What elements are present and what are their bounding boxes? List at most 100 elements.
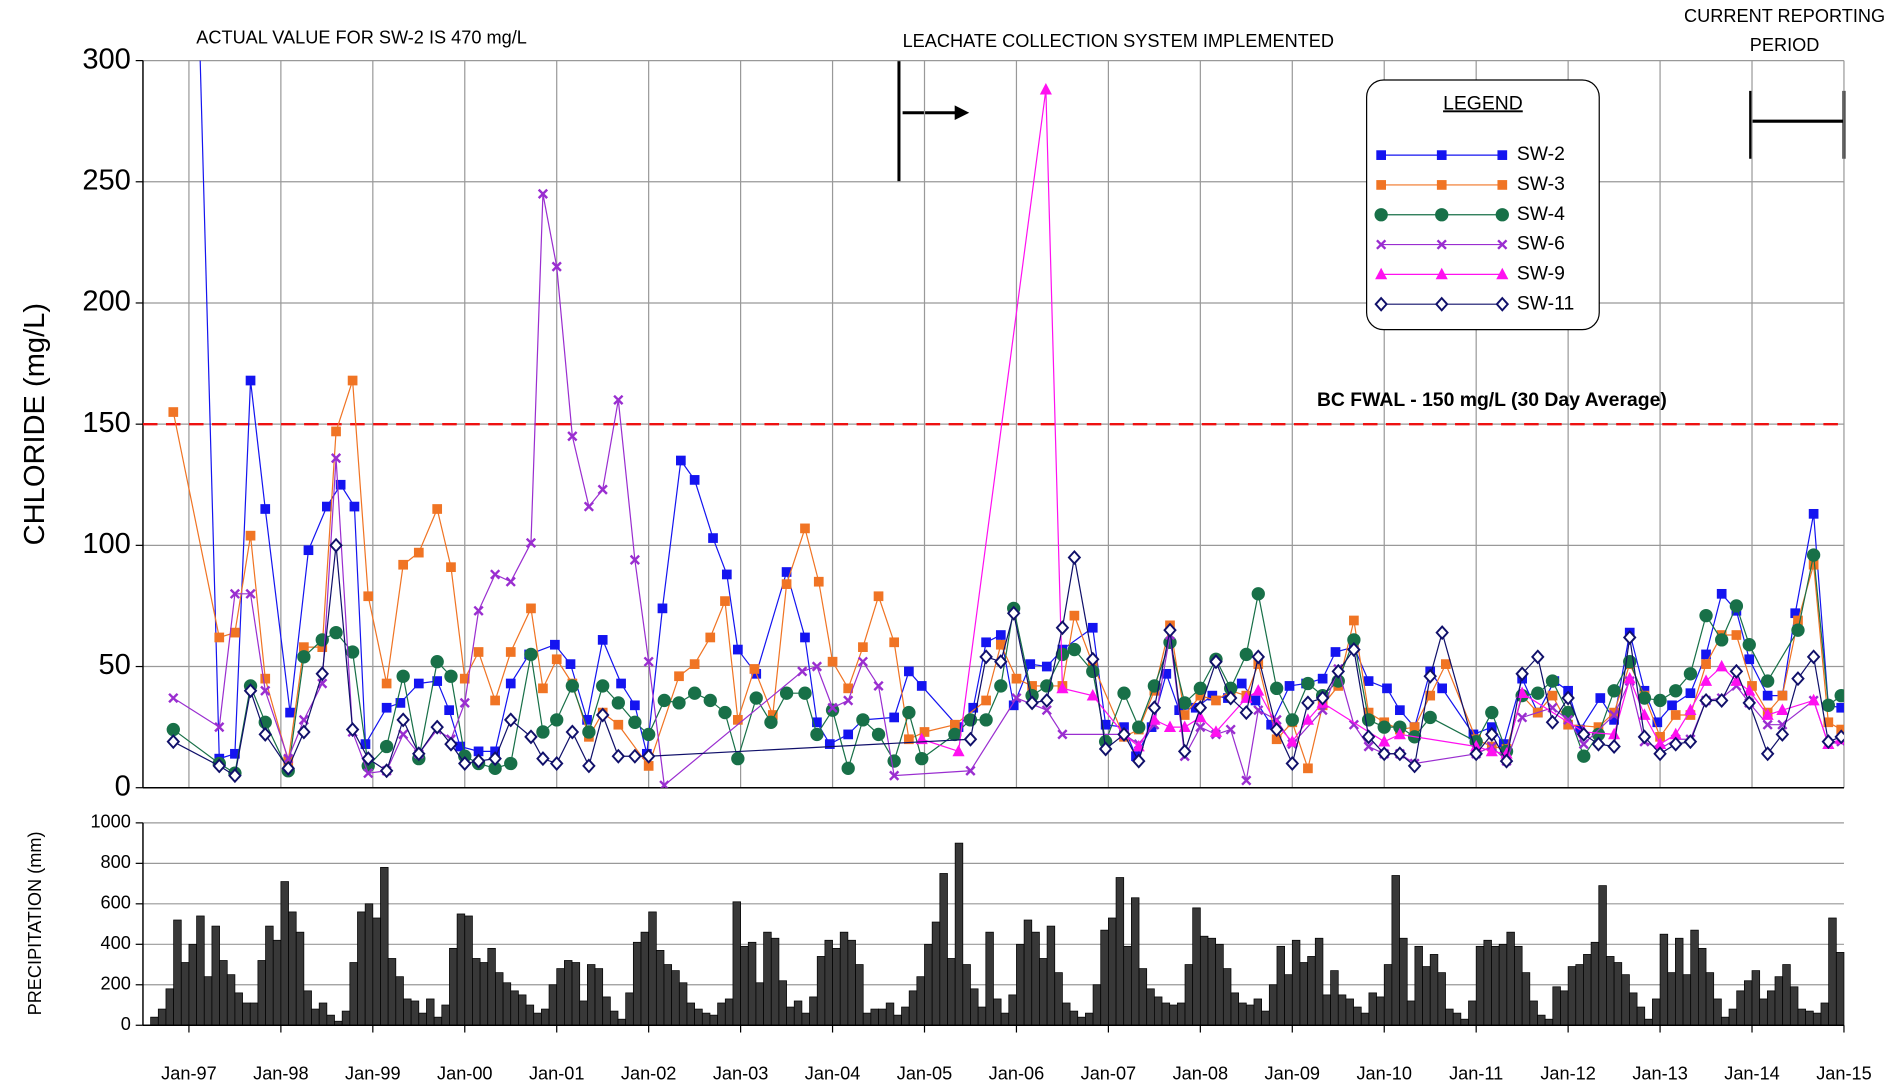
marker xyxy=(1374,208,1388,222)
x-tick-label: Jan-02 xyxy=(621,1064,677,1081)
bar xyxy=(318,1002,328,1026)
marker xyxy=(1423,710,1437,725)
marker xyxy=(628,748,642,764)
marker xyxy=(329,625,343,640)
marker xyxy=(1485,705,1499,720)
marker xyxy=(1011,692,1022,704)
marker xyxy=(413,678,424,689)
marker xyxy=(1253,705,1264,716)
marker xyxy=(1485,726,1499,742)
marker xyxy=(444,669,458,683)
marker xyxy=(1591,727,1606,742)
marker xyxy=(628,715,642,729)
x-tick-label: Jan-01 xyxy=(529,1064,585,1081)
marker xyxy=(749,691,763,705)
marker xyxy=(1440,659,1451,669)
marker xyxy=(1729,599,1744,613)
series-line xyxy=(172,193,1842,787)
marker xyxy=(1374,296,1388,312)
marker xyxy=(843,695,854,706)
bar xyxy=(824,939,833,1026)
marker xyxy=(1436,150,1447,160)
marker xyxy=(1425,690,1436,701)
marker xyxy=(381,678,392,689)
marker xyxy=(1608,709,1620,721)
bar xyxy=(763,931,772,1026)
marker xyxy=(432,504,443,514)
marker xyxy=(1330,647,1341,657)
marker xyxy=(1667,700,1677,711)
marker xyxy=(1762,690,1773,701)
marker xyxy=(595,707,610,723)
marker xyxy=(455,741,466,752)
marker xyxy=(1683,734,1698,750)
bar xyxy=(326,1014,335,1026)
marker xyxy=(1361,729,1376,745)
y-tick-label: 600 xyxy=(101,893,131,913)
marker xyxy=(166,722,180,737)
bar xyxy=(1521,972,1531,1026)
bar xyxy=(1583,954,1592,1026)
marker xyxy=(565,724,580,740)
bar xyxy=(1812,1012,1822,1026)
marker xyxy=(1251,587,1265,601)
marker xyxy=(473,647,484,657)
marker xyxy=(1376,239,1387,250)
marker xyxy=(1163,622,1177,638)
bar xyxy=(1330,970,1339,1026)
marker xyxy=(689,659,700,669)
marker xyxy=(299,642,309,652)
bar xyxy=(1108,917,1117,1026)
marker xyxy=(1347,642,1361,658)
bar xyxy=(1789,986,1799,1026)
marker xyxy=(827,702,838,713)
marker xyxy=(1067,642,1082,657)
bar xyxy=(234,992,243,1026)
marker xyxy=(1515,666,1529,682)
marker xyxy=(505,647,516,657)
marker xyxy=(1148,713,1161,725)
bar xyxy=(1291,939,1301,1026)
marker xyxy=(1236,678,1247,689)
marker xyxy=(214,632,225,643)
bar xyxy=(1483,939,1492,1026)
marker xyxy=(1576,726,1591,742)
bar xyxy=(1514,945,1523,1026)
bar xyxy=(525,1004,535,1026)
y-tick-label: 300 xyxy=(82,43,131,75)
marker xyxy=(963,731,978,747)
bar xyxy=(1468,1000,1477,1026)
marker xyxy=(1469,746,1483,762)
marker xyxy=(1517,712,1528,723)
y-tick-label: 0 xyxy=(115,770,131,802)
bar xyxy=(188,943,197,1026)
marker xyxy=(1069,610,1080,621)
bar xyxy=(640,931,650,1026)
marker xyxy=(797,666,808,677)
x-tick-label: Jan-08 xyxy=(1173,1064,1229,1081)
bar xyxy=(173,919,182,1026)
x-tick-label: Jan-97 xyxy=(161,1064,217,1081)
bar xyxy=(479,962,489,1026)
marker xyxy=(675,455,686,466)
bar xyxy=(265,925,274,1026)
bar xyxy=(1529,1000,1538,1026)
marker xyxy=(1747,681,1757,691)
marker xyxy=(841,761,855,775)
bar xyxy=(1284,974,1293,1026)
bar xyxy=(1062,1002,1071,1026)
marker xyxy=(1006,605,1021,621)
bar xyxy=(257,960,266,1026)
bar xyxy=(778,980,787,1026)
marker xyxy=(871,727,886,742)
marker xyxy=(1435,267,1448,280)
marker xyxy=(613,719,624,730)
bar xyxy=(1682,974,1692,1026)
bar xyxy=(862,1012,872,1026)
marker xyxy=(1652,717,1663,728)
bar xyxy=(1054,972,1063,1026)
marker xyxy=(430,655,444,669)
bar xyxy=(1314,937,1324,1026)
y-tick-label: 1000 xyxy=(90,812,130,832)
marker xyxy=(1742,638,1756,652)
